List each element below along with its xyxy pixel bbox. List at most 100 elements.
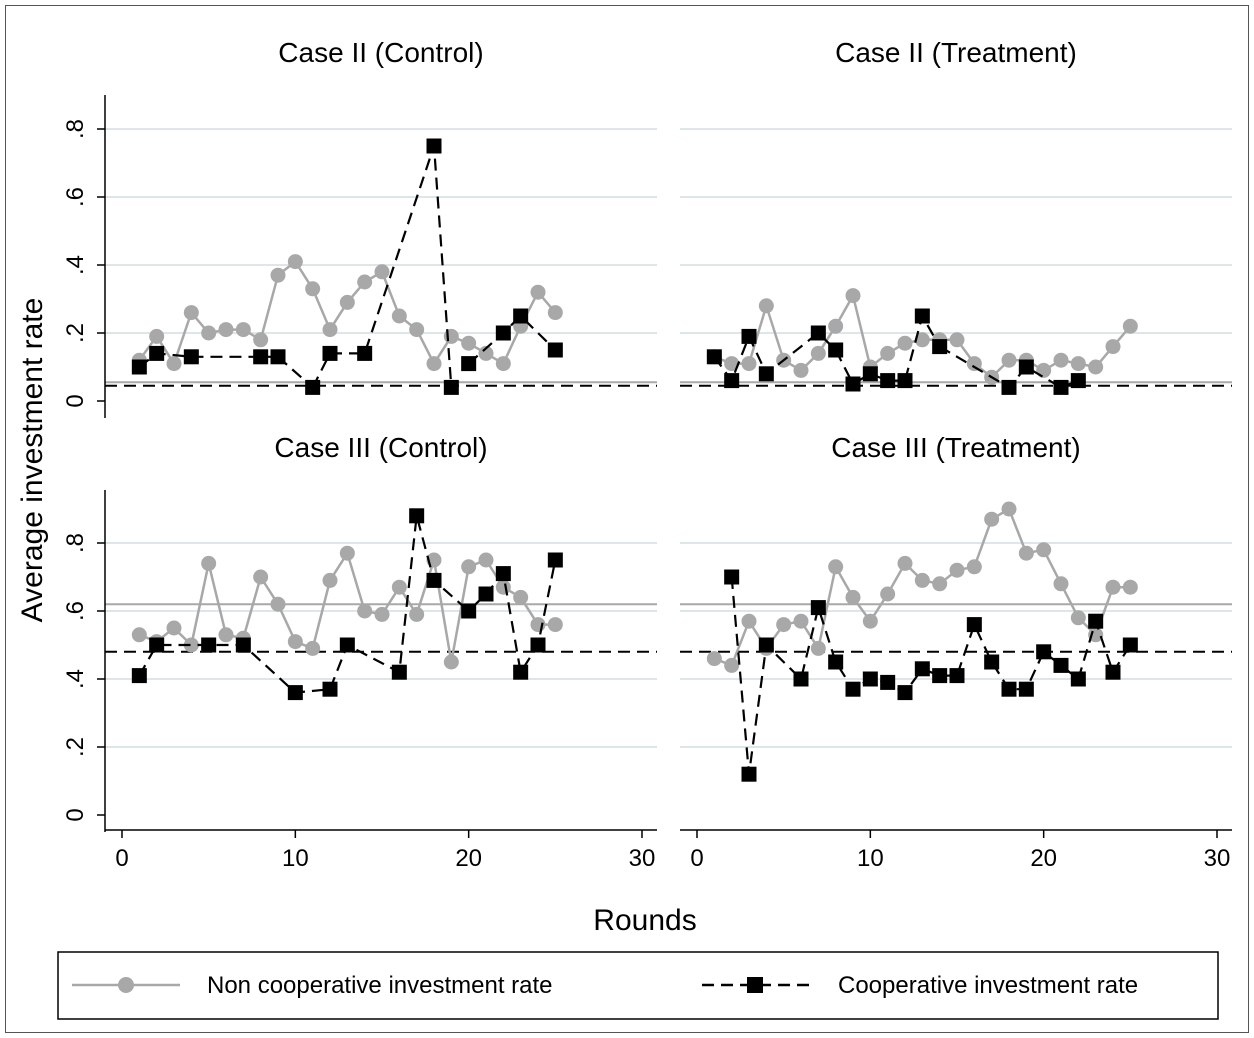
noncoop-point	[1070, 356, 1086, 372]
noncoop-point	[201, 325, 217, 341]
coop-point	[724, 373, 740, 389]
coop-point	[322, 681, 338, 697]
x-tick-label: 10	[857, 845, 884, 872]
noncoop-point	[270, 267, 286, 283]
coop-point	[1001, 681, 1017, 697]
y-axis-label: Average investment rate	[16, 298, 49, 623]
coop-point	[741, 766, 757, 782]
noncoop-point	[706, 651, 722, 667]
noncoop-point	[880, 586, 896, 602]
x-tick-label: 0	[115, 845, 128, 872]
coop-point	[131, 359, 147, 375]
coop-point	[461, 356, 477, 372]
coop-point	[984, 654, 1000, 670]
y-tick-label: .6	[62, 601, 89, 621]
coop-point	[1001, 379, 1017, 395]
chart-panels: Case II (Control) 0 .2 .4 .6 .8 Case II (Treat…	[62, 37, 1232, 872]
noncoop-point	[235, 322, 251, 338]
x-tick-label: 30	[629, 845, 656, 872]
coop-point	[914, 308, 930, 324]
coop-point	[1053, 379, 1069, 395]
coop-point	[495, 325, 511, 341]
coop-point	[547, 342, 563, 358]
noncoop-point	[443, 654, 459, 670]
x-tick-label: 0	[690, 845, 703, 872]
coop-series-line	[330, 145, 453, 388]
noncoop-point	[409, 606, 425, 622]
coop-point	[149, 345, 165, 361]
coop-point	[845, 376, 861, 392]
coop-point	[149, 637, 165, 653]
noncoop-point	[845, 589, 861, 605]
noncoop-point	[793, 362, 809, 378]
noncoop-point	[897, 555, 913, 571]
noncoop-point	[845, 288, 861, 304]
noncoop-point	[1053, 352, 1069, 368]
coop-point	[1122, 637, 1138, 653]
noncoop-point	[461, 559, 477, 575]
legend-noncoop-label: Non cooperative investment rate	[207, 972, 553, 999]
noncoop-point	[322, 572, 338, 588]
noncoop-point	[339, 545, 355, 561]
coop-point	[897, 373, 913, 389]
noncoop-point	[287, 254, 303, 270]
noncoop-point	[862, 613, 878, 629]
noncoop-point	[949, 562, 965, 578]
x-tick-label: 20	[455, 845, 482, 872]
coop-point	[426, 138, 442, 154]
coop-point	[495, 566, 511, 582]
noncoop-point	[461, 335, 477, 351]
legend-noncoop-marker	[118, 977, 134, 993]
coop-point	[897, 685, 913, 701]
noncoop-point	[776, 617, 792, 633]
noncoop-point	[357, 274, 373, 290]
legend-box	[57, 951, 1219, 1020]
noncoop-point	[166, 620, 182, 636]
noncoop-point	[1018, 545, 1034, 561]
noncoop-point	[305, 281, 321, 297]
coop-point	[862, 366, 878, 382]
noncoop-point	[287, 634, 303, 650]
noncoop-point	[547, 305, 563, 321]
coop-point	[339, 637, 355, 653]
noncoop-point	[131, 627, 147, 643]
coop-series-line	[311, 352, 331, 388]
noncoop-point	[949, 332, 965, 348]
noncoop-point	[201, 555, 217, 571]
coop-point	[932, 668, 948, 684]
panel-3: Case III (Control) 0 .2 .4 .6 .8 0 10 20 30	[62, 432, 657, 872]
noncoop-point	[218, 322, 234, 338]
noncoop-point	[741, 613, 757, 629]
panel-title: Case II (Control)	[278, 37, 483, 68]
noncoop-point	[1053, 576, 1069, 592]
noncoop-point	[828, 559, 844, 575]
coop-point	[461, 603, 477, 619]
coop-point	[235, 637, 251, 653]
noncoop-point	[339, 294, 355, 310]
coop-point	[828, 654, 844, 670]
coop-series-line	[467, 314, 557, 365]
noncoop-point	[530, 284, 546, 300]
coop-point	[862, 671, 878, 687]
coop-point	[966, 617, 982, 633]
coop-point	[828, 342, 844, 358]
y-tick-label: .2	[62, 737, 89, 757]
noncoop-point	[547, 617, 563, 633]
coop-point	[810, 600, 826, 616]
y-tick-label: .8	[62, 119, 89, 139]
noncoop-point	[966, 559, 982, 575]
noncoop-point	[270, 596, 286, 612]
noncoop-point	[218, 627, 234, 643]
coop-point	[880, 373, 896, 389]
y-tick-label: 0	[62, 394, 89, 407]
panel-title: Case III (Control)	[274, 432, 487, 463]
noncoop-point	[724, 356, 740, 372]
noncoop-point	[897, 335, 913, 351]
noncoop-point	[357, 603, 373, 619]
y-tick-label: .2	[62, 323, 89, 343]
noncoop-point	[1001, 352, 1017, 368]
noncoop-point	[166, 356, 182, 372]
panel-title: Case III (Treatment)	[831, 432, 1080, 463]
coop-series-line	[713, 313, 941, 386]
noncoop-point	[374, 264, 390, 280]
